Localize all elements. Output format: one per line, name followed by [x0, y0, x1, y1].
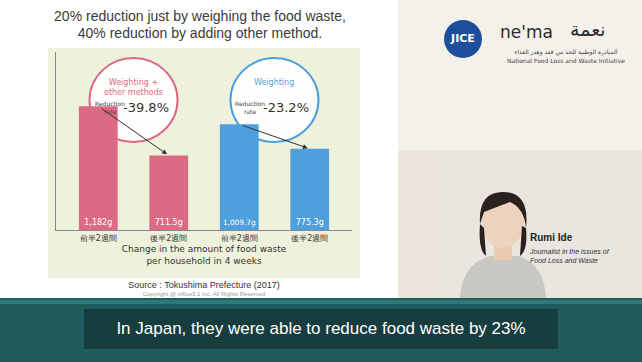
svg-text:後半2週間: 後半2週間 [150, 234, 187, 243]
svg-text:Change in the amount of food w: Change in the amount of food wasteper ho… [122, 244, 287, 266]
html-text:20% reduction just by weighing: 20% reduction just by weighing the food … [54, 8, 346, 24]
svg-text:1,009.7g: 1,009.7g [223, 218, 256, 227]
html-text:Copyright @ office3.1 inc. All: Copyright @ office3.1 inc. All Rights Re… [142, 291, 266, 297]
html-text:المبادرة الوطنية للحد من فقد و: المبادرة الوطنية للحد من فقد وهدر الغذاء [514, 48, 618, 55]
svg-text:-39.8%: -39.8% [123, 100, 169, 115]
svg-text:前半2週間: 前半2週間 [221, 234, 258, 243]
svg-text:後半2週間: 後半2週間 [291, 234, 328, 243]
html-text:In Japan, they were able to re: In Japan, they were able to reduce food … [116, 319, 526, 338]
html-text:Food Loss and Waste: Food Loss and Waste [530, 257, 598, 264]
svg-text:前半2週間: 前半2週間 [80, 234, 117, 243]
svg-text:775.3g: 775.3g [296, 218, 324, 227]
svg-text:711.5g: 711.5g [155, 218, 183, 227]
svg-text:Reductionrate: Reductionrate [95, 100, 125, 115]
html-text:نعمة: نعمة [570, 18, 606, 40]
html-text:Journalist in the issues of: Journalist in the issues of [530, 248, 609, 255]
svg-text:Weighting +other methods: Weighting +other methods [104, 78, 163, 97]
svg-text:Reductionrate: Reductionrate [235, 100, 265, 115]
html-text:Source : Tokushima Prefecture: Source : Tokushima Prefecture (2017) [128, 280, 280, 290]
svg-text:-23.2%: -23.2% [263, 100, 309, 115]
html-text:ne'ma: ne'ma [500, 22, 553, 42]
html-text:40% reduction by adding other: 40% reduction by adding other method. [77, 25, 323, 41]
svg-text:1,182g: 1,182g [84, 218, 112, 227]
html-text:JICE: JICE [451, 32, 475, 45]
html-text:Rumi Ide: Rumi Ide [530, 232, 573, 243]
html-text:National Food Loss and Waste I: National Food Loss and Waste Initiative [507, 57, 625, 64]
svg-text:Weighting: Weighting [254, 78, 294, 87]
